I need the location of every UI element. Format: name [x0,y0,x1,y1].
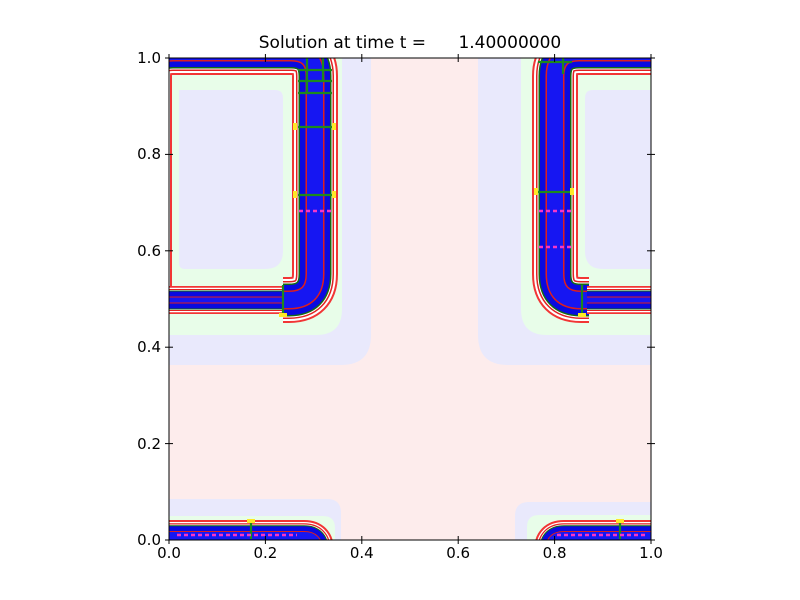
x-tick-label: 1.0 [639,544,663,562]
y-tick-label: 0.6 [137,241,161,260]
x-tick-label: 0.6 [446,544,471,562]
mesh-cell-marker [332,123,336,130]
interface-band-top-right-bubble-main [547,58,651,308]
bubble-interior-fill [179,90,283,269]
y-tick-label: 1.0 [137,49,161,67]
mesh-cell-marker [293,123,297,130]
plot-title: Solution at time t = 1.40000000 [258,33,562,53]
contour-field [169,58,651,540]
x-tick-label: 0.4 [349,544,374,562]
mesh-cell-marker [578,313,586,317]
mesh-cell-marker [616,519,624,523]
x-tick-label: 0.8 [542,544,567,562]
mesh-cell-marker [332,191,336,198]
y-tick-label: 0.2 [137,434,161,453]
x-tick-label: 0.2 [253,544,278,562]
axes-border [168,57,652,541]
y-tick-label: 0.8 [137,145,161,164]
bubble-interior-fill [585,90,651,269]
mesh-cell-marker [570,188,574,195]
y-tick-label: 0.4 [137,338,161,357]
y-tick-label: 0.0 [137,531,161,549]
mesh-cell-marker [293,191,297,198]
mesh-cell-marker [534,188,538,195]
axes-group [165,54,655,544]
x-tick-label: 0.0 [157,544,181,562]
interface-band-top-left-bubble-main [169,58,323,308]
mesh-cell-marker [247,519,255,523]
mesh-cell-marker [279,313,287,317]
